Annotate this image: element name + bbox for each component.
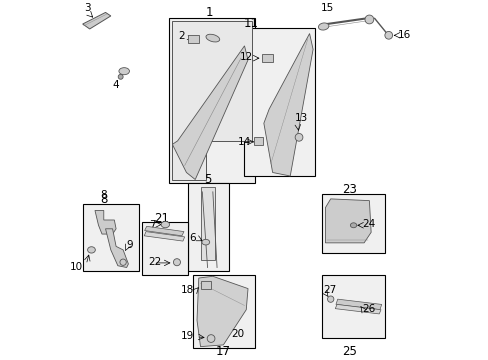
- Text: 4: 4: [112, 80, 119, 90]
- Text: 22: 22: [147, 257, 161, 267]
- Ellipse shape: [350, 223, 356, 228]
- Bar: [168, 18, 255, 183]
- Ellipse shape: [205, 34, 219, 42]
- Bar: [188, 35, 198, 43]
- Text: 20: 20: [231, 329, 244, 339]
- Text: 8: 8: [100, 193, 107, 206]
- Bar: [321, 275, 385, 338]
- Text: 13: 13: [295, 113, 308, 122]
- Ellipse shape: [295, 134, 302, 141]
- Text: 15: 15: [321, 4, 334, 13]
- Text: 12: 12: [239, 52, 252, 62]
- Ellipse shape: [120, 259, 126, 265]
- Text: 21: 21: [154, 212, 169, 225]
- Text: 23: 23: [342, 183, 357, 195]
- Bar: [244, 28, 314, 176]
- Polygon shape: [105, 229, 128, 267]
- Polygon shape: [144, 231, 184, 241]
- Text: 24: 24: [362, 219, 375, 229]
- Text: 1: 1: [205, 6, 213, 19]
- Text: 25: 25: [342, 345, 357, 358]
- Text: 26: 26: [362, 304, 375, 314]
- Ellipse shape: [87, 247, 95, 253]
- Ellipse shape: [161, 221, 169, 228]
- Bar: [201, 281, 210, 289]
- Ellipse shape: [364, 15, 373, 24]
- Text: 18: 18: [181, 285, 194, 295]
- Text: 2: 2: [178, 31, 191, 41]
- Text: 17: 17: [215, 345, 230, 358]
- Ellipse shape: [207, 335, 215, 342]
- Polygon shape: [95, 211, 116, 234]
- Bar: [321, 194, 385, 253]
- Bar: [82, 204, 139, 271]
- Ellipse shape: [202, 239, 209, 245]
- Ellipse shape: [173, 259, 180, 266]
- Polygon shape: [335, 299, 381, 310]
- Polygon shape: [172, 21, 251, 180]
- Bar: [253, 137, 263, 145]
- Ellipse shape: [118, 75, 123, 79]
- Bar: [262, 54, 272, 62]
- Text: 11: 11: [244, 17, 259, 30]
- Polygon shape: [172, 46, 247, 180]
- Text: 16: 16: [397, 30, 410, 40]
- Polygon shape: [335, 305, 380, 314]
- Polygon shape: [325, 199, 370, 243]
- Text: 27: 27: [323, 285, 336, 295]
- Polygon shape: [264, 33, 312, 176]
- Text: 14: 14: [238, 137, 251, 147]
- Bar: [200, 186, 214, 260]
- Bar: [193, 275, 255, 348]
- Text: 5: 5: [203, 173, 211, 186]
- Text: 6: 6: [189, 233, 196, 243]
- Text: 10: 10: [70, 262, 83, 272]
- Text: 3: 3: [84, 4, 91, 13]
- Polygon shape: [82, 13, 111, 29]
- Text: 8: 8: [100, 190, 107, 200]
- Text: 9: 9: [126, 240, 133, 249]
- Ellipse shape: [327, 296, 333, 302]
- Ellipse shape: [384, 31, 392, 39]
- Polygon shape: [144, 226, 183, 236]
- Bar: [188, 183, 228, 271]
- Text: 19: 19: [181, 331, 194, 341]
- Polygon shape: [197, 276, 247, 347]
- Text: 7: 7: [149, 220, 156, 230]
- Ellipse shape: [318, 23, 328, 30]
- Ellipse shape: [119, 68, 129, 75]
- Bar: [142, 222, 188, 275]
